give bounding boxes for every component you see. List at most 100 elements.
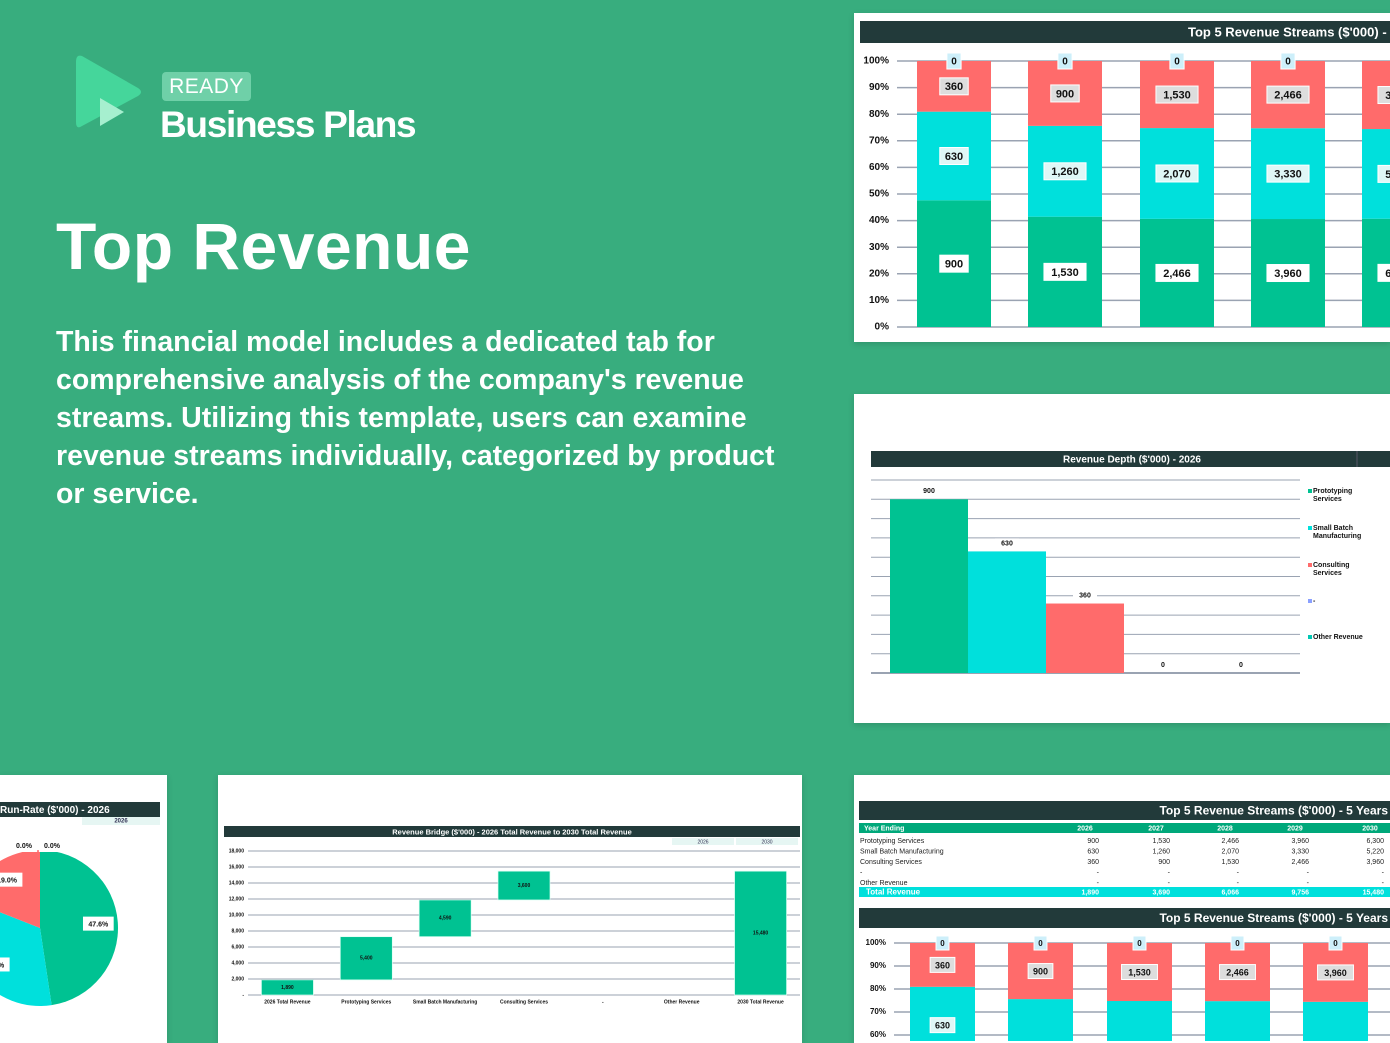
table-cell: 1,260: [1152, 848, 1170, 855]
data-label-bg: [917, 486, 941, 497]
data-label-box: [1317, 964, 1354, 981]
data-label: 2,466: [1163, 268, 1191, 280]
chart-header: [871, 451, 1390, 467]
table-cell: 2,466: [1291, 859, 1309, 866]
data-label-box: [1050, 84, 1080, 103]
zero-label-box: [1033, 935, 1048, 951]
bridge-bar: [339, 936, 393, 981]
y-tick-label: 2,000: [231, 976, 244, 982]
subtitle-cell: [82, 817, 160, 825]
data-label: 3,960: [1274, 268, 1302, 280]
ready-badge: READY: [162, 72, 251, 101]
y-tick-label: 60%: [870, 1030, 886, 1039]
chart-header: [859, 908, 1390, 928]
data-label-box: [1121, 964, 1158, 981]
zero-label-box: [1328, 935, 1343, 951]
x-tick-label: Consulting Services: [500, 999, 548, 1005]
table-cell: 3,330: [1291, 848, 1309, 855]
table-cell: 360: [1087, 859, 1099, 866]
bar-segment: [1303, 1001, 1368, 1041]
zero-label: 0: [951, 57, 957, 68]
y-tick-label: 70%: [869, 135, 889, 146]
data-label: 2,466: [1226, 967, 1249, 977]
bar: [890, 499, 968, 673]
data-label: 15,480: [753, 930, 769, 936]
data-label: 900: [1033, 966, 1048, 976]
slice-label: 47.6%: [88, 921, 109, 928]
data-label: 630: [935, 1021, 950, 1031]
y-tick-label: 8,000: [231, 928, 244, 934]
legend-label: Services: [1313, 570, 1342, 577]
bridge-bar: [497, 870, 551, 901]
x-tick-label: 2026 Total Revenue: [264, 999, 311, 1005]
bridge-bar: [734, 870, 787, 996]
total-cell: Total Revenue: [866, 888, 921, 897]
y-tick-label: -: [242, 992, 244, 998]
y-tick-label: 80%: [869, 109, 889, 120]
data-label-box: [1043, 162, 1087, 181]
chart-title: Revenue Bridge ($'000) - 2026 Total Reve…: [392, 827, 632, 836]
chart-title: Top 5 Revenue Streams ($'000) - 5 Years: [1159, 804, 1388, 818]
legend-label: Manufacturing: [1313, 533, 1361, 540]
data-label: 3,600: [518, 883, 531, 889]
bar-segment: [1107, 1001, 1172, 1041]
data-label-box: [1027, 963, 1054, 980]
zero-label-box: [935, 935, 950, 951]
data-label-box: [1155, 263, 1199, 282]
table-cell: 2,466: [1221, 838, 1239, 845]
brand-name: Business Plans: [160, 104, 417, 145]
data-label-box: [1155, 85, 1199, 104]
zero-label-box: [946, 52, 962, 70]
table-cell: 900: [1158, 859, 1170, 866]
page-description: This financial model includes a dedicate…: [56, 326, 775, 510]
data-label: 360: [935, 960, 950, 970]
bridge-bar: [418, 899, 472, 938]
legend-label: Prototyping: [1313, 488, 1352, 495]
table-header-cell: 2030: [1362, 825, 1378, 832]
data-label: 1,530: [1163, 89, 1191, 101]
y-tick-label: 100%: [863, 56, 889, 67]
y-tick-label: 10%: [869, 295, 889, 306]
data-label-box: [1266, 164, 1310, 183]
data-label-bg: [1229, 660, 1253, 670]
y-tick-label: 6,000: [231, 944, 244, 950]
x-tick-label: -: [602, 999, 604, 1005]
data-label-box: [1219, 964, 1256, 981]
total-row: [859, 887, 1390, 897]
data-label: 6,300: [1385, 268, 1390, 280]
y-tick-label: 4,000: [231, 960, 244, 966]
data-label: 2,070: [1163, 168, 1191, 180]
table-cell: Other Revenue: [860, 880, 908, 887]
data-label: 360: [1079, 592, 1091, 599]
data-label: 1,260: [1051, 166, 1079, 178]
page-title: Top Revenue: [56, 209, 472, 283]
data-label: 1,530: [1128, 967, 1151, 977]
chart-header: [859, 801, 1390, 820]
zero-label-box: [1169, 52, 1185, 70]
data-label: 0: [1239, 662, 1243, 669]
bar: [968, 551, 1046, 673]
data-label-box: [1377, 263, 1390, 282]
data-label: 900: [923, 488, 935, 495]
table-header-cell: 2029: [1287, 825, 1303, 832]
table-cell: Small Batch Manufacturing: [860, 848, 944, 855]
x-tick-label: Small Batch Manufacturing: [413, 999, 477, 1005]
zero-label: 0: [1137, 939, 1142, 948]
y-tick-label: 30%: [869, 242, 889, 253]
zero-label: 0: [940, 939, 945, 948]
run-rate-pie-panel: Run-Rate ($'000) - 2026 2026 47.6% 33.3% 19.…: [0, 775, 167, 1043]
table-cell: 3,960: [1366, 859, 1384, 866]
total-cell: 1,890: [1081, 889, 1099, 896]
header-cell: [672, 838, 734, 845]
table-cell: -: [1168, 869, 1171, 876]
chart-header: [224, 826, 800, 837]
zero-label-box: [1280, 52, 1296, 70]
data-label: 0: [1161, 662, 1165, 669]
y-tick-label: 18,000: [229, 848, 245, 854]
legend-swatch: [1308, 599, 1312, 603]
data-label-box: [1155, 164, 1199, 183]
total-cell: 15,480: [1363, 889, 1385, 896]
y-tick-label: 60%: [869, 162, 889, 173]
bar-segment: [1205, 1001, 1270, 1041]
table-cell: -: [1168, 880, 1171, 887]
